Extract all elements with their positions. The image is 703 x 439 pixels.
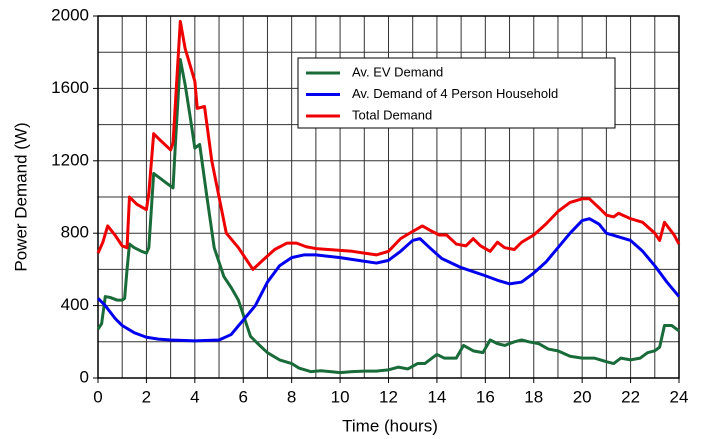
- x-tick-label: 24: [670, 387, 689, 406]
- x-tick-label: 12: [379, 387, 398, 406]
- x-axis-label: Time (hours): [342, 416, 438, 435]
- x-tick-label: 20: [573, 387, 592, 406]
- x-tick-label: 0: [93, 387, 102, 406]
- x-tick-label: 4: [190, 387, 199, 406]
- x-tick-label: 22: [621, 387, 640, 406]
- data-line: [96, 57, 680, 375]
- y-tick-label: 800: [61, 223, 89, 242]
- x-tick-label: 8: [287, 387, 296, 406]
- legend-label: Av. EV Demand: [352, 64, 443, 79]
- x-tick-label: 18: [524, 387, 543, 406]
- y-tick-label: 1200: [51, 150, 89, 169]
- y-tick-label: 0: [80, 367, 89, 386]
- data-line: [96, 217, 681, 343]
- data-line: [96, 19, 681, 271]
- x-tick-label: 16: [476, 387, 495, 406]
- x-tick-label: 14: [427, 387, 446, 406]
- legend-box: [297, 57, 616, 129]
- legend-label: Total Demand: [352, 107, 432, 122]
- x-tick-label: 2: [142, 387, 151, 406]
- y-tick-label: 1600: [51, 78, 89, 97]
- y-tick-label: 400: [61, 295, 89, 314]
- legend-label: Av. Demand of 4 Person Household: [352, 86, 558, 101]
- y-axis-label: Power Demand (W): [11, 122, 30, 271]
- x-tick-label: 6: [239, 387, 248, 406]
- y-tick-label: 2000: [51, 5, 89, 24]
- x-tick-label: 10: [331, 387, 350, 406]
